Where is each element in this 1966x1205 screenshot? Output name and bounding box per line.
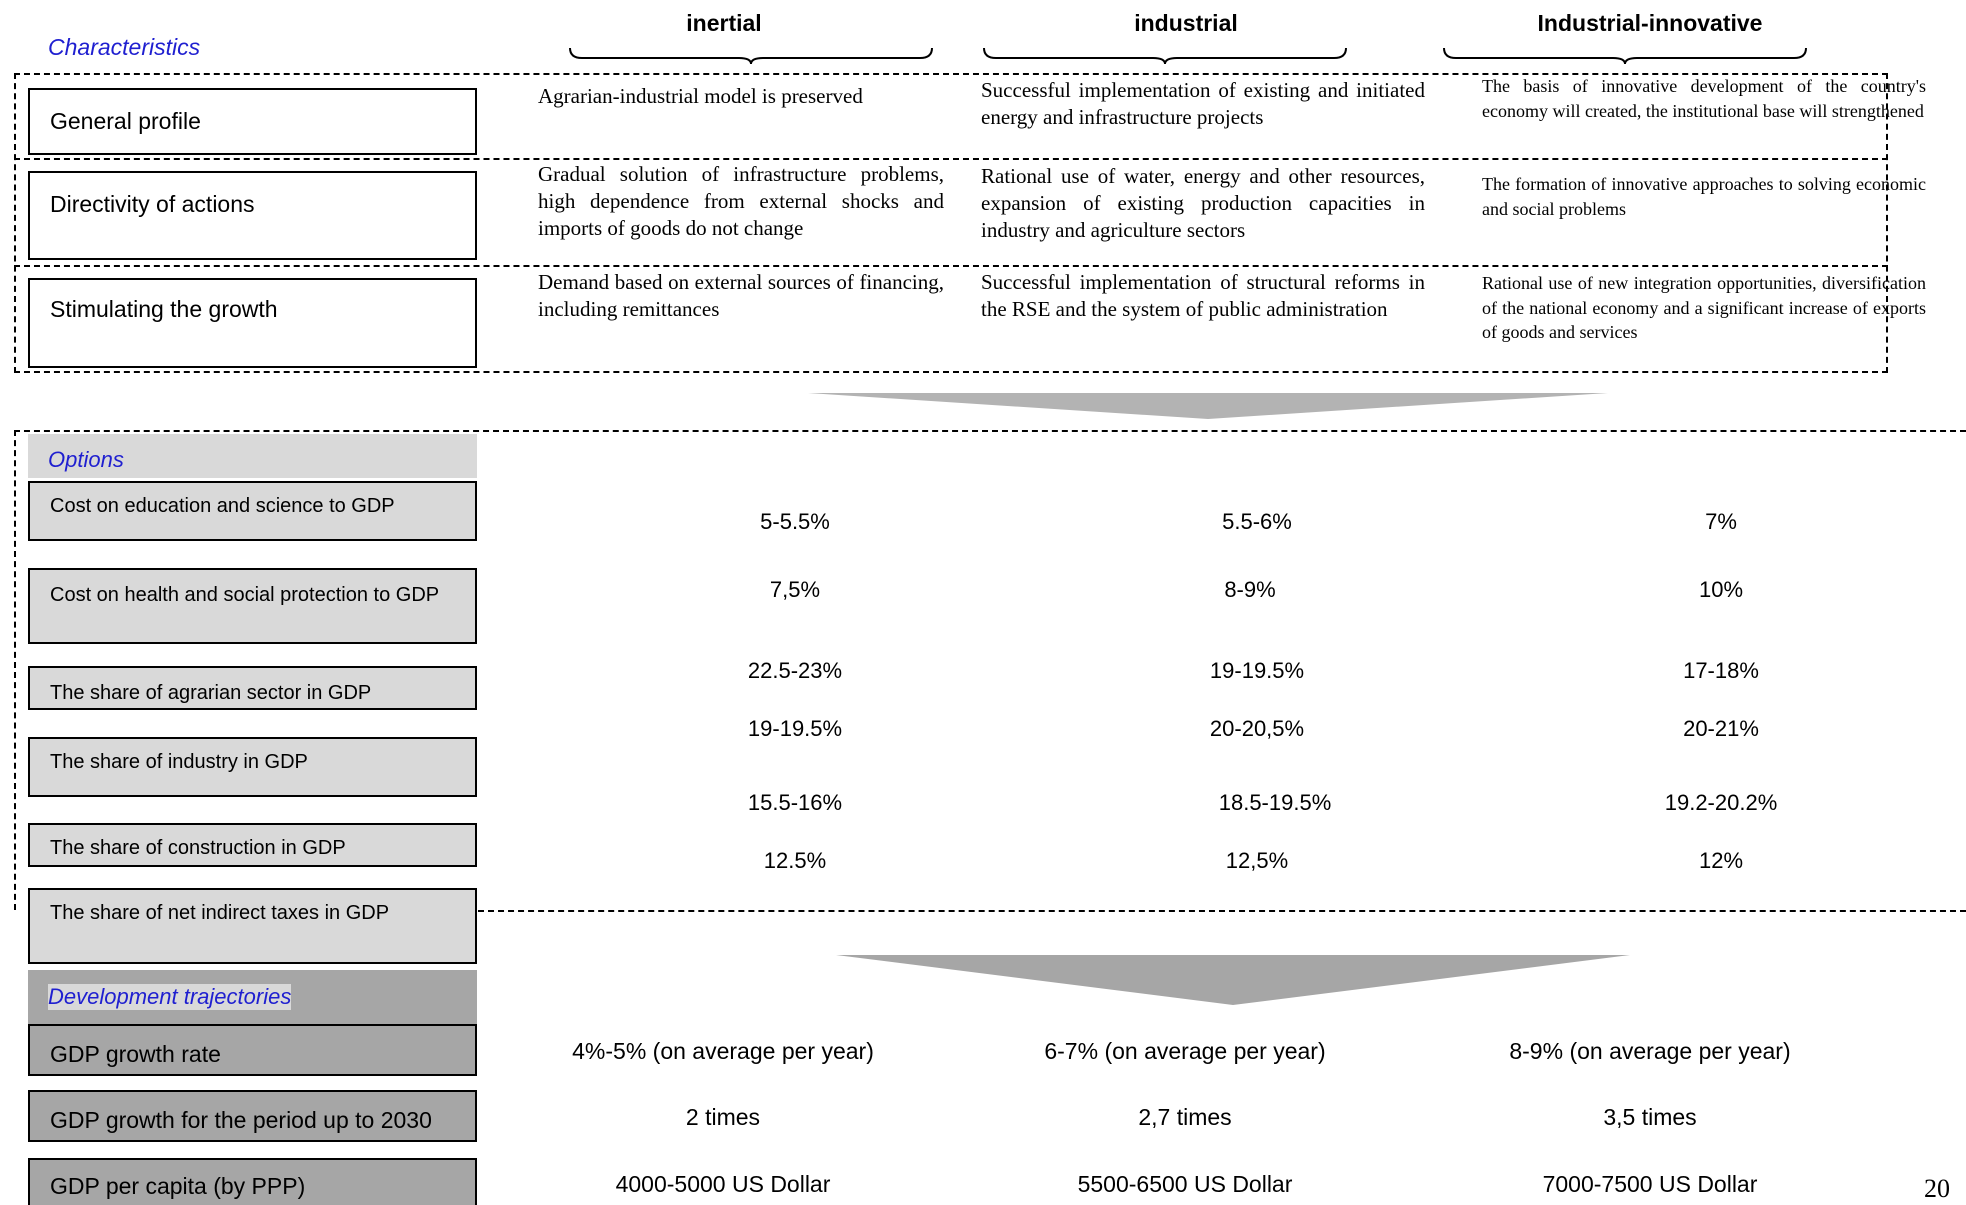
option-share-agrarian: The share of agrarian sector in GDP [28, 666, 477, 710]
trajectory-2030-innovative: 3,5 times [1603, 1104, 1697, 1130]
cell-directivity-inertial: Gradual solution of infrastructure probl… [538, 162, 944, 240]
trajectory-per-capita-innovative: 7000-7500 US Dollar [1542, 1171, 1758, 1197]
cell-stimulating-innovative: Rational use of new integration opportun… [1482, 273, 1926, 342]
options-label: Options [48, 447, 124, 472]
trajectory-gdp-growth-2030: GDP growth for the period up to 2030 [28, 1090, 477, 1142]
value-agrarian-industrial: 19-19.5% [1209, 658, 1305, 683]
characteristics-label: Characteristics [48, 34, 201, 60]
value-construction-inertial: 15.5-16% [747, 790, 843, 815]
page-number: 20 [1924, 1174, 1950, 1203]
header-inertial: inertial [686, 10, 762, 36]
header-industrial-innovative: Industrial-innovative [1537, 10, 1763, 36]
label-stimulating-the-growth: Stimulating the growth [28, 278, 477, 368]
options-frame-top [14, 430, 1966, 432]
characteristics-frame [14, 73, 1888, 373]
value-industry-industrial: 20-20,5% [1209, 716, 1305, 741]
options-label-box [28, 434, 477, 478]
brace-industrial [983, 47, 1347, 64]
value-health-industrial: 8-9% [1224, 577, 1276, 602]
value-agrarian-innovative: 17-18% [1683, 658, 1759, 683]
cell-stimulating-inertial: Demand based on external sources of fina… [538, 270, 944, 321]
option-cost-health: Cost on health and social protection to … [28, 568, 477, 644]
option-share-construction: The share of construction in GDP [28, 823, 477, 867]
value-net-taxes-innovative: 12% [1698, 848, 1744, 873]
cell-stimulating-industrial: Successful implementation of structural … [981, 270, 1425, 321]
label-directivity-of-actions: Directivity of actions [28, 171, 477, 260]
options-frame-bottom [478, 910, 1966, 912]
trajectory-rate-inertial: 4%-5% (on average per year) [572, 1038, 874, 1064]
options-frame-left [14, 430, 16, 910]
flow-arrow-1 [808, 393, 1608, 419]
trajectory-2030-industrial: 2,7 times [1138, 1104, 1232, 1130]
value-education-innovative: 7% [1705, 509, 1737, 534]
cell-directivity-industrial: Rational use of water, energy and other … [981, 164, 1425, 242]
row-divider [14, 265, 1888, 267]
trajectory-2030-inertial: 2 times [685, 1104, 761, 1130]
value-health-innovative: 10% [1698, 577, 1744, 602]
value-health-inertial: 7,5% [769, 577, 821, 602]
header-industrial: industrial [1134, 10, 1238, 36]
cell-general-innovative: The basis of innovative development of t… [1482, 76, 1926, 121]
option-share-industry: The share of industry in GDP [28, 737, 477, 797]
value-construction-industrial: 18.5-19.5% [1218, 790, 1332, 815]
value-net-taxes-inertial: 12.5% [763, 848, 827, 873]
trajectory-per-capita-inertial: 4000-5000 US Dollar [615, 1171, 831, 1197]
cell-general-industrial: Successful implementation of existing an… [981, 78, 1425, 129]
value-education-industrial: 5.5-6% [1222, 509, 1292, 534]
flow-arrow-2 [836, 955, 1630, 1005]
cell-directivity-innovative: The formation of innovative approaches t… [1482, 174, 1926, 219]
value-agrarian-inertial: 22.5-23% [747, 658, 843, 683]
option-cost-education: Cost on education and science to GDP [28, 481, 477, 541]
cell-general-inertial: Agrarian-industrial model is preserved [538, 84, 863, 108]
value-net-taxes-industrial: 12,5% [1225, 848, 1289, 873]
label-general-profile: General profile [28, 88, 477, 155]
value-education-inertial: 5-5.5% [760, 509, 830, 534]
option-share-net-indirect-taxes: The share of net indirect taxes in GDP [28, 888, 477, 964]
brace-industrial-innovative [1443, 47, 1807, 64]
value-industry-inertial: 19-19.5% [747, 716, 843, 741]
row-divider [14, 158, 1888, 160]
brace-inertial [569, 47, 933, 64]
trajectory-gdp-growth-rate: GDP growth rate [28, 1024, 477, 1076]
trajectory-per-capita-industrial: 5500-6500 US Dollar [1077, 1171, 1293, 1197]
trajectory-rate-innovative: 8-9% (on average per year) [1509, 1038, 1791, 1064]
trajectory-gdp-per-capita: GDP per capita (by PPP) [28, 1158, 477, 1205]
value-industry-innovative: 20-21% [1683, 716, 1759, 741]
trajectory-rate-industrial: 6-7% (on average per year) [1044, 1038, 1326, 1064]
value-construction-innovative: 19.2-20.2% [1664, 790, 1778, 815]
trajectories-label: Development trajectories [48, 984, 292, 1010]
